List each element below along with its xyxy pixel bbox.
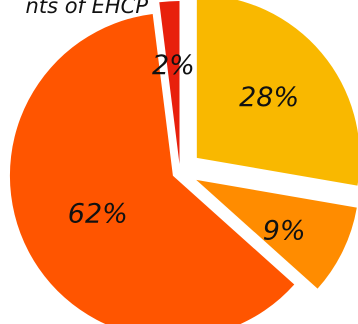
pie-slice-1 [196, 0, 358, 186]
pie-slice-4 [159, 1, 180, 165]
pie-slice-label-2: 9% [263, 215, 306, 246]
pie-slice-label-3: 62% [68, 199, 128, 230]
chart-title: nts of EHCP [26, 0, 149, 18]
pie-slice-label-4: 2% [152, 50, 195, 81]
pie-labels: 28% 9% 62% 2% [68, 50, 306, 246]
pie-slice-2 [196, 179, 357, 289]
pie-slice-3 [9, 13, 295, 324]
pie-slices [9, 0, 358, 324]
pie-slice-label-1: 28% [239, 82, 299, 113]
